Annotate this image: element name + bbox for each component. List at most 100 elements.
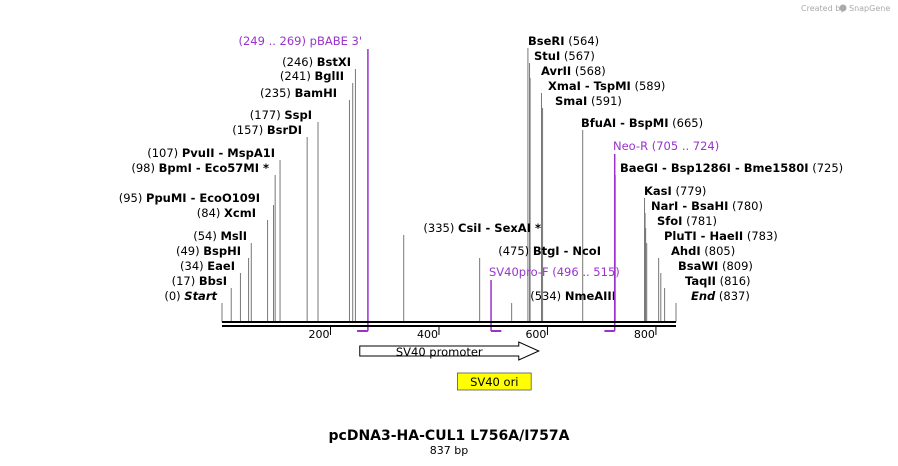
site-label: (235) BamHI bbox=[260, 86, 337, 100]
site-nari-bsahi[interactable]: NarI - BsaHI (780) bbox=[651, 199, 763, 213]
site-btgi-ncoi[interactable]: (475) BtgI - NcoI bbox=[498, 244, 601, 258]
site-name: BsrDI bbox=[267, 123, 302, 137]
site-position: (783) bbox=[743, 229, 778, 243]
site-label: (98) BpmI - Eco57MI * bbox=[131, 161, 269, 175]
site-label: (54) MslI bbox=[193, 229, 247, 243]
branding: Created by SnapGene bbox=[801, 4, 890, 13]
site-name: BseRI bbox=[528, 34, 565, 48]
site-name: BtgI - NcoI bbox=[533, 244, 601, 258]
axis-tick-label: 600 bbox=[525, 328, 546, 341]
site-bseri[interactable]: BseRI (564) bbox=[528, 34, 599, 48]
site-label: AvrII (568) bbox=[541, 64, 606, 78]
site-name: PpuMI - EcoO109I bbox=[146, 191, 260, 205]
site-name: NmeAIII bbox=[565, 289, 616, 303]
site-name: KasI bbox=[644, 184, 672, 198]
site-end[interactable]: End (837) bbox=[691, 289, 750, 303]
site-nmeaiii[interactable]: (534) NmeAIII bbox=[530, 289, 616, 303]
site-csii-sexai[interactable]: (335) CsiI - SexAI * bbox=[423, 221, 541, 235]
site-kasi[interactable]: KasI (779) bbox=[644, 184, 706, 198]
site-bfuai-bspmi[interactable]: BfuAI - BspMI (665) bbox=[581, 116, 703, 130]
site-name: EaeI bbox=[207, 259, 235, 273]
site-ppumi-ecoo109i[interactable]: (95) PpuMI - EcoO109I bbox=[119, 191, 260, 205]
site-label: (475) BtgI - NcoI bbox=[498, 244, 601, 258]
site-position: (665) bbox=[668, 116, 703, 130]
site-position: (805) bbox=[701, 244, 736, 258]
site-label: BseRI (564) bbox=[528, 34, 599, 48]
site-position: (567) bbox=[560, 49, 595, 63]
site-position: (809) bbox=[718, 259, 753, 273]
site-name: BamHI bbox=[295, 86, 337, 100]
site-eaei[interactable]: (34) EaeI bbox=[180, 259, 235, 273]
primer-sv40pro-f[interactable]: SV40pro-F (496 .. 515) bbox=[489, 265, 620, 332]
site-bsrdi[interactable]: (157) BsrDI bbox=[232, 123, 302, 137]
rep-origin-box bbox=[457, 372, 532, 391]
site-label: (534) NmeAIII bbox=[530, 289, 616, 303]
feature-sv40-promoter[interactable]: SV40 promoter bbox=[359, 341, 540, 361]
site-name: PvuII - MspA1I bbox=[182, 146, 275, 160]
site-label: (157) BsrDI bbox=[232, 123, 302, 137]
dna-backbone bbox=[222, 321, 676, 327]
site-position: (107) bbox=[147, 146, 182, 160]
site-name: BglII bbox=[315, 69, 345, 83]
site-label: AhdI (805) bbox=[671, 244, 735, 258]
site-label: TaqII (816) bbox=[685, 274, 751, 288]
site-stui[interactable]: StuI (567) bbox=[534, 49, 595, 63]
site-label: SfoI (781) bbox=[657, 214, 717, 228]
site-name: BstXI bbox=[317, 55, 351, 69]
site-label: (107) PvuII - MspA1I bbox=[147, 146, 275, 160]
feature-sv40-ori[interactable]: SV40 ori bbox=[457, 372, 532, 391]
axis-tick-label: 400 bbox=[417, 328, 438, 341]
site-position: (84) bbox=[197, 206, 224, 220]
primer-label: SV40pro-F (496 .. 515) bbox=[489, 265, 620, 279]
site-smai[interactable]: SmaI (591) bbox=[555, 94, 622, 108]
site-name: AvrII bbox=[541, 64, 571, 78]
site-bamhi[interactable]: (235) BamHI bbox=[260, 86, 337, 100]
site-ahdi[interactable]: AhdI (805) bbox=[671, 244, 735, 258]
primer-pbabe-3[interactable]: (249 .. 269) pBABE 3' bbox=[238, 34, 369, 332]
site-baegi-bsp1286i-bme1580i[interactable]: BaeGI - Bsp1286I - Bme1580I (725) bbox=[620, 161, 843, 175]
site-name: BsaWI bbox=[678, 259, 718, 273]
site-label: (17) BbsI bbox=[172, 274, 227, 288]
site-name: XcmI bbox=[224, 206, 256, 220]
site-bsawi[interactable]: BsaWI (809) bbox=[678, 259, 753, 273]
site-position: (534) bbox=[530, 289, 565, 303]
site-xmai-tspmi[interactable]: XmaI - TspMI (589) bbox=[548, 79, 665, 93]
site-label: XmaI - TspMI (589) bbox=[548, 79, 665, 93]
site-label: KasI (779) bbox=[644, 184, 706, 198]
primer-neo-r[interactable]: Neo-R (705 .. 724) bbox=[604, 139, 719, 332]
snapgene-label: SnapGene bbox=[849, 4, 890, 13]
site-name: BbsI bbox=[199, 274, 227, 288]
site-label: (177) SspI bbox=[250, 108, 312, 122]
site-bbsi[interactable]: (17) BbsI bbox=[172, 274, 227, 288]
site-position: (780) bbox=[728, 199, 763, 213]
site-name: BpmI - Eco57MI * bbox=[159, 161, 269, 175]
site-name: TaqII bbox=[685, 274, 716, 288]
site-label: SmaI (591) bbox=[555, 94, 622, 108]
site-name: CsiI - SexAI * bbox=[458, 221, 541, 235]
site-msli[interactable]: (54) MslI bbox=[193, 229, 247, 243]
axis-tick-label: 800 bbox=[634, 328, 655, 341]
site-name: SspI bbox=[284, 108, 312, 122]
site-name: NarI - BsaHI bbox=[651, 199, 728, 213]
site-position: (246) bbox=[282, 55, 317, 69]
site-bstxi[interactable]: (246) BstXI bbox=[282, 55, 351, 69]
site-bpmi-eco57mi[interactable]: (98) BpmI - Eco57MI * bbox=[131, 161, 269, 175]
primer-name: Neo-R bbox=[613, 139, 648, 153]
site-name: XmaI - TspMI bbox=[548, 79, 631, 93]
site-sfoi[interactable]: SfoI (781) bbox=[657, 214, 717, 228]
site-label: (246) BstXI bbox=[282, 55, 351, 69]
primer-range: (705 .. 724) bbox=[648, 139, 719, 153]
site-position: (241) bbox=[280, 69, 315, 83]
site-pluti-haeii[interactable]: PluTI - HaeII (783) bbox=[664, 229, 778, 243]
site-sspi[interactable]: (177) SspI bbox=[250, 108, 312, 122]
site-position: (564) bbox=[565, 34, 600, 48]
site-xcmi[interactable]: (84) XcmI bbox=[197, 206, 256, 220]
site-bsphi[interactable]: (49) BspHI bbox=[176, 244, 241, 258]
primers: (249 .. 269) pBABE 3' SV40pro-F (496 .. 5… bbox=[238, 34, 719, 332]
site-pvuii-mspa1i[interactable]: (107) PvuII - MspA1I bbox=[147, 146, 275, 160]
site-bglii[interactable]: (241) BglII bbox=[280, 69, 344, 83]
site-start[interactable]: (0) Start bbox=[164, 289, 217, 303]
site-taqii[interactable]: TaqII (816) bbox=[685, 274, 751, 288]
site-avrii[interactable]: AvrII (568) bbox=[541, 64, 606, 78]
created-by-label: Created by bbox=[801, 4, 845, 13]
